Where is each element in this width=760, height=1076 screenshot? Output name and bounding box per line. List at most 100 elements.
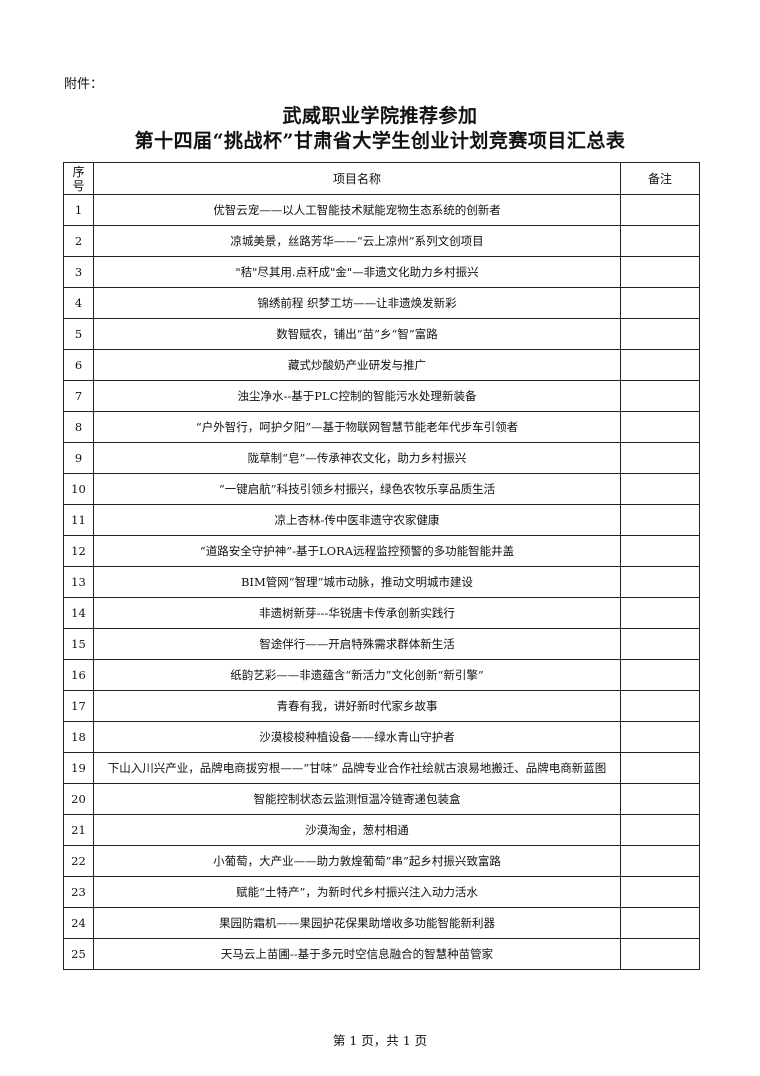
seq-cell: 15 xyxy=(63,628,94,660)
project-name-cell: 凉上杏林-传中医非遗守农家健康 xyxy=(93,504,621,536)
remark-cell xyxy=(620,876,700,908)
table-row: 10 “一键启航”科技引领乡村振兴，绿色农牧乐享品质生活 xyxy=(63,473,700,505)
project-name-cell: 天马云上苗圃--基于多元时空信息融合的智慧种苗管家 xyxy=(93,938,621,970)
project-name-cell: BIM管网“智理”城市动脉，推动文明城市建设 xyxy=(93,566,621,598)
remark-cell xyxy=(620,690,700,722)
remark-cell xyxy=(620,907,700,939)
attachment-label: 附件： xyxy=(64,77,104,92)
project-name-cell: 青春有我，讲好新时代家乡故事 xyxy=(93,690,621,722)
seq-cell: 10 xyxy=(63,473,94,505)
seq-cell: 12 xyxy=(63,535,94,567)
project-name-cell: 凉城美景，丝路芳华——“云上凉州”系列文创项目 xyxy=(93,225,621,257)
project-name-cell: “道路安全守护神”-基于LORA远程监控预警的多功能智能井盖 xyxy=(93,535,621,567)
seq-cell: 22 xyxy=(63,845,94,877)
header-seq: 序号 xyxy=(63,162,94,195)
project-name-cell: “一键启航”科技引领乡村振兴，绿色农牧乐享品质生活 xyxy=(93,473,621,505)
table-row: 8 “户外智行，呵护夕阳”—基于物联网智慧节能老年代步车引领者 xyxy=(63,411,700,443)
table-row: 1 优智云宠——以人工智能技术赋能宠物生态系统的创新者 xyxy=(63,194,700,226)
project-name-cell: 赋能“土特产”，为新时代乡村振兴注入动力活水 xyxy=(93,876,621,908)
project-name-cell: 锦绣前程 织梦工坊——让非遗焕发新彩 xyxy=(93,287,621,319)
remark-cell xyxy=(620,752,700,784)
seq-cell: 17 xyxy=(63,690,94,722)
seq-cell: 5 xyxy=(63,318,94,350)
seq-cell: 2 xyxy=(63,225,94,257)
project-name-cell: 下山入川兴产业，品牌电商拔穷根——“甘味” 品牌专业合作社绘就古浪易地搬迁、品牌… xyxy=(93,752,621,784)
project-name-cell: 沙漠梭梭种植设备——绿水青山守护者 xyxy=(93,721,621,753)
seq-cell: 9 xyxy=(63,442,94,474)
seq-cell: 4 xyxy=(63,287,94,319)
project-name-cell: 藏式炒酸奶产业研发与推广 xyxy=(93,349,621,381)
header-remark: 备注 xyxy=(620,162,700,195)
table-row: 22 小葡萄，大产业——助力敦煌葡萄“串”起乡村振兴致富路 xyxy=(63,845,700,877)
project-name-cell: 小葡萄，大产业——助力敦煌葡萄“串”起乡村振兴致富路 xyxy=(93,845,621,877)
header-project-name: 项目名称 xyxy=(93,162,621,195)
table-row: 2 凉城美景，丝路芳华——“云上凉州”系列文创项目 xyxy=(63,225,700,257)
remark-cell xyxy=(620,194,700,226)
seq-cell: 14 xyxy=(63,597,94,629)
remark-cell xyxy=(620,659,700,691)
seq-cell: 19 xyxy=(63,752,94,784)
table-row: 16 纸韵艺彩——非遗蕴含“新活力”文化创新“新引擎” xyxy=(63,659,700,691)
table-row: 4 锦绣前程 织梦工坊——让非遗焕发新彩 xyxy=(63,287,700,319)
project-name-cell: 智能控制状态云监测恒温冷链寄递包装盒 xyxy=(93,783,621,815)
remark-cell xyxy=(620,318,700,350)
remark-cell xyxy=(620,938,700,970)
table-row: 17 青春有我，讲好新时代家乡故事 xyxy=(63,690,700,722)
seq-cell: 1 xyxy=(63,194,94,226)
remark-cell xyxy=(620,597,700,629)
table-header-row: 序号 项目名称 备注 xyxy=(63,162,700,195)
document-title-line2: 第十四届“挑战杯”甘肃省大学生创业计划竞赛项目汇总表 xyxy=(134,130,626,152)
project-name-cell: 数智赋农，铺出“苗”乡“智”富路 xyxy=(93,318,621,350)
table-row: 13 BIM管网“智理”城市动脉，推动文明城市建设 xyxy=(63,566,700,598)
seq-cell: 21 xyxy=(63,814,94,846)
remark-cell xyxy=(620,783,700,815)
seq-cell: 13 xyxy=(63,566,94,598)
seq-cell: 7 xyxy=(63,380,94,412)
project-name-cell: 浊尘净水--基于PLC控制的智能污水处理新装备 xyxy=(93,380,621,412)
table-row: 9 陇草制“皂”—传承神农文化，助力乡村振兴 xyxy=(63,442,700,474)
table-row: 5 数智赋农，铺出“苗”乡“智”富路 xyxy=(63,318,700,350)
seq-cell: 20 xyxy=(63,783,94,815)
remark-cell xyxy=(620,380,700,412)
table-row: 25 天马云上苗圃--基于多元时空信息融合的智慧种苗管家 xyxy=(63,938,700,970)
table-row: 21 沙漠淘金，葱村相通 xyxy=(63,814,700,846)
seq-cell: 3 xyxy=(63,256,94,288)
remark-cell xyxy=(620,256,700,288)
table-row: 23 赋能“土特产”，为新时代乡村振兴注入动力活水 xyxy=(63,876,700,908)
table-row: 14 非遗树新芽---华锐唐卡传承创新实践行 xyxy=(63,597,700,629)
table-row: 12 “道路安全守护神”-基于LORA远程监控预警的多功能智能井盖 xyxy=(63,535,700,567)
page-footer: 第 1 页，共 1 页 xyxy=(332,1033,428,1048)
table-row: 24 果园防霜机——果园护花保果助增收多功能智能新利器 xyxy=(63,907,700,939)
table-row: 6 藏式炒酸奶产业研发与推广 xyxy=(63,349,700,381)
project-name-cell: “户外智行，呵护夕阳”—基于物联网智慧节能老年代步车引领者 xyxy=(93,411,621,443)
project-name-cell: 果园防霜机——果园护花保果助增收多功能智能新利器 xyxy=(93,907,621,939)
remark-cell xyxy=(620,814,700,846)
remark-cell xyxy=(620,535,700,567)
table-row: 19 下山入川兴产业，品牌电商拔穷根——“甘味” 品牌专业合作社绘就古浪易地搬迁、… xyxy=(63,752,700,784)
table-row: 20 智能控制状态云监测恒温冷链寄递包装盒 xyxy=(63,783,700,815)
table-row: 15 智途伴行——开启特殊需求群体新生活 xyxy=(63,628,700,660)
remark-cell xyxy=(620,566,700,598)
project-name-cell: 纸韵艺彩——非遗蕴含“新活力”文化创新“新引擎” xyxy=(93,659,621,691)
seq-cell: 24 xyxy=(63,907,94,939)
remark-cell xyxy=(620,473,700,505)
project-name-cell: 智途伴行——开启特殊需求群体新生活 xyxy=(93,628,621,660)
remark-cell xyxy=(620,349,700,381)
remark-cell xyxy=(620,442,700,474)
document-title-line1: 武威职业学院推荐参加 xyxy=(282,105,478,127)
project-name-cell: 沙漠淘金，葱村相通 xyxy=(93,814,621,846)
table-row: 11 凉上杏林-传中医非遗守农家健康 xyxy=(63,504,700,536)
project-name-cell: 陇草制“皂”—传承神农文化，助力乡村振兴 xyxy=(93,442,621,474)
seq-cell: 11 xyxy=(63,504,94,536)
remark-cell xyxy=(620,411,700,443)
table-row: 7 浊尘净水--基于PLC控制的智能污水处理新装备 xyxy=(63,380,700,412)
remark-cell xyxy=(620,845,700,877)
project-name-cell: 优智云宠——以人工智能技术赋能宠物生态系统的创新者 xyxy=(93,194,621,226)
remark-cell xyxy=(620,287,700,319)
project-name-cell: 非遗树新芽---华锐唐卡传承创新实践行 xyxy=(93,597,621,629)
table-row: 18 沙漠梭梭种植设备——绿水青山守护者 xyxy=(63,721,700,753)
project-name-cell: "秸"尽其用.点秆成"金"—非遗文化助力乡村振兴 xyxy=(93,256,621,288)
seq-cell: 16 xyxy=(63,659,94,691)
remark-cell xyxy=(620,504,700,536)
project-summary-table: 序号 项目名称 备注 1 优智云宠——以人工智能技术赋能宠物生态系统的创新者 2 凉城… xyxy=(63,162,700,970)
